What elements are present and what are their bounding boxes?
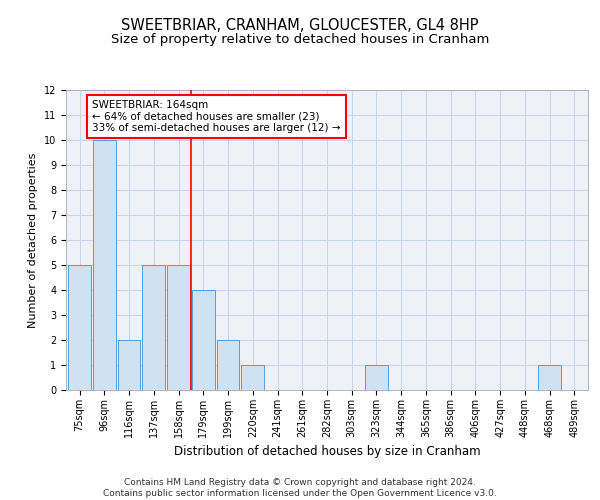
Bar	[68, 265, 91, 390]
Y-axis label: Number of detached properties: Number of detached properties	[28, 152, 38, 328]
Bar	[217, 340, 239, 390]
Bar	[365, 365, 388, 390]
Text: Contains HM Land Registry data © Crown copyright and database right 2024.
Contai: Contains HM Land Registry data © Crown c…	[103, 478, 497, 498]
Bar	[538, 365, 561, 390]
Bar	[142, 265, 165, 390]
Bar	[167, 265, 190, 390]
Bar	[118, 340, 140, 390]
Text: Size of property relative to detached houses in Cranham: Size of property relative to detached ho…	[111, 32, 489, 46]
Bar	[93, 140, 116, 390]
Text: SWEETBRIAR, CRANHAM, GLOUCESTER, GL4 8HP: SWEETBRIAR, CRANHAM, GLOUCESTER, GL4 8HP	[121, 18, 479, 32]
Text: SWEETBRIAR: 164sqm
← 64% of detached houses are smaller (23)
33% of semi-detache: SWEETBRIAR: 164sqm ← 64% of detached hou…	[92, 100, 340, 133]
Bar	[192, 290, 215, 390]
Bar	[241, 365, 264, 390]
X-axis label: Distribution of detached houses by size in Cranham: Distribution of detached houses by size …	[173, 446, 481, 458]
